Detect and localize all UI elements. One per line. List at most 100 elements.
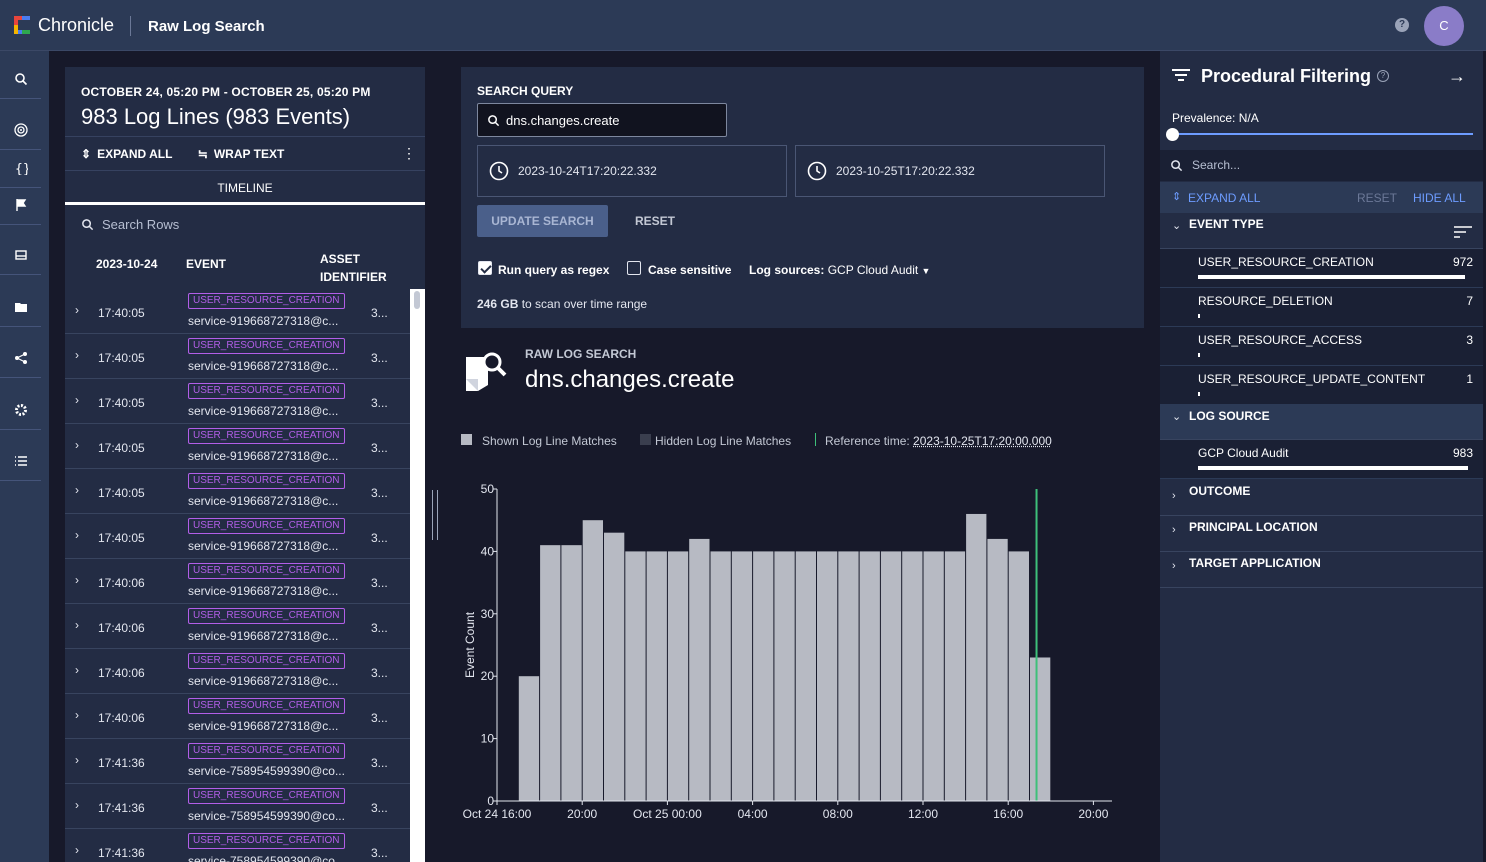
histogram-bar[interactable] bbox=[774, 551, 795, 801]
avatar[interactable]: C bbox=[1424, 6, 1464, 46]
regex-checkbox[interactable] bbox=[478, 261, 492, 275]
section-log-source[interactable]: ⌄ LOG SOURCE bbox=[1160, 404, 1483, 440]
chevron-right-icon[interactable]: › bbox=[75, 843, 79, 857]
section-principal-location[interactable]: › PRINCIPAL LOCATION bbox=[1160, 516, 1483, 552]
filter-item[interactable]: USER_RESOURCE_ACCESS 3 bbox=[1160, 327, 1483, 366]
histogram-bar[interactable] bbox=[561, 545, 582, 801]
prevalence-slider[interactable] bbox=[1172, 133, 1473, 135]
chevron-right-icon[interactable]: › bbox=[75, 573, 79, 587]
reference-time-value[interactable]: 2023-10-25T17:20:00.000 bbox=[913, 434, 1052, 448]
filter-item[interactable]: GCP Cloud Audit 983 bbox=[1160, 440, 1483, 479]
search-query-input[interactable]: dns.changes.create bbox=[477, 103, 727, 137]
collapse-arrow-icon[interactable]: → bbox=[1448, 66, 1466, 86]
event-type-badge[interactable]: USER_RESOURCE_CREATION bbox=[188, 563, 345, 579]
table-row[interactable]: › 17:41:36 USER_RESOURCE_CREATION service-7… bbox=[65, 739, 410, 784]
prevalence-slider-thumb[interactable] bbox=[1166, 128, 1179, 141]
nav-inbox-icon[interactable] bbox=[0, 235, 41, 275]
histogram-bar[interactable] bbox=[795, 551, 816, 801]
nav-braces-icon[interactable]: {} bbox=[0, 148, 41, 188]
table-row[interactable]: › 17:40:05 USER_RESOURCE_CREATION service-9… bbox=[65, 289, 410, 334]
chevron-right-icon[interactable]: › bbox=[75, 348, 79, 362]
histogram-bar[interactable] bbox=[625, 551, 646, 801]
shown-legend-swatch[interactable] bbox=[461, 434, 472, 445]
wrap-text-button[interactable]: ≒ WRAP TEXT bbox=[198, 147, 285, 161]
nav-radar-icon[interactable] bbox=[0, 110, 41, 150]
histogram-bar[interactable] bbox=[731, 551, 753, 801]
filter-search-input[interactable]: Search... bbox=[1160, 150, 1483, 181]
event-type-badge[interactable]: USER_RESOURCE_CREATION bbox=[188, 833, 345, 849]
table-row[interactable]: › 17:40:06 USER_RESOURCE_CREATION service-9… bbox=[65, 694, 410, 739]
start-time-field[interactable]: 2023-10-24T17:20:22.332 bbox=[477, 145, 787, 197]
more-options-icon[interactable]: ⋮ bbox=[402, 145, 416, 161]
sort-icon[interactable] bbox=[1454, 226, 1472, 238]
event-type-badge[interactable]: USER_RESOURCE_CREATION bbox=[188, 338, 345, 354]
table-row[interactable]: › 17:40:05 USER_RESOURCE_CREATION service-9… bbox=[65, 469, 410, 514]
expand-all-button[interactable]: ⇕ EXPAND ALL bbox=[81, 147, 172, 161]
histogram-bar[interactable] bbox=[902, 551, 923, 801]
nav-list-icon[interactable] bbox=[0, 441, 41, 481]
event-type-badge[interactable]: USER_RESOURCE_CREATION bbox=[188, 383, 345, 399]
event-type-badge[interactable]: USER_RESOURCE_CREATION bbox=[188, 698, 345, 714]
histogram-bar[interactable] bbox=[944, 551, 966, 801]
histogram-bar[interactable] bbox=[987, 538, 1008, 801]
table-row[interactable]: › 17:40:06 USER_RESOURCE_CREATION service-9… bbox=[65, 559, 410, 604]
histogram-bar[interactable] bbox=[582, 520, 603, 801]
section-event-type[interactable]: ⌄ EVENT TYPE bbox=[1160, 213, 1483, 249]
histogram-bar[interactable] bbox=[604, 532, 625, 801]
histogram-bar[interactable] bbox=[966, 513, 987, 801]
histogram-bar[interactable] bbox=[923, 551, 944, 801]
tab-timeline[interactable]: TIMELINE bbox=[217, 181, 273, 195]
filter-item[interactable]: USER_RESOURCE_UPDATE_CONTENT 1 bbox=[1160, 366, 1483, 405]
log-sources-dropdown[interactable]: Log sources: GCP Cloud Audit ▼ bbox=[749, 263, 930, 277]
histogram-bar[interactable] bbox=[880, 551, 902, 801]
scrollbar-thumb[interactable] bbox=[414, 291, 420, 309]
histogram-bar[interactable] bbox=[859, 551, 880, 801]
column-header-event[interactable]: EVENT bbox=[186, 257, 227, 271]
section-target-application[interactable]: › TARGET APPLICATION bbox=[1160, 552, 1483, 588]
filter-expand-all-button[interactable]: EXPAND ALL bbox=[1188, 191, 1261, 205]
brand-name[interactable]: Chronicle bbox=[38, 15, 115, 35]
hidden-legend-swatch[interactable] bbox=[640, 434, 651, 445]
info-icon[interactable]: ? bbox=[1377, 70, 1389, 82]
chevron-right-icon[interactable]: › bbox=[75, 618, 79, 632]
chevron-right-icon[interactable]: › bbox=[75, 753, 79, 767]
chevron-right-icon[interactable]: › bbox=[75, 663, 79, 677]
filter-item[interactable]: RESOURCE_DELETION 7 bbox=[1160, 288, 1483, 327]
event-type-badge[interactable]: USER_RESOURCE_CREATION bbox=[188, 473, 345, 489]
histogram-bar[interactable] bbox=[817, 551, 838, 801]
table-row[interactable]: › 17:40:05 USER_RESOURCE_CREATION service-9… bbox=[65, 379, 410, 424]
event-type-badge[interactable]: USER_RESOURCE_CREATION bbox=[188, 788, 345, 804]
chevron-right-icon[interactable]: › bbox=[75, 708, 79, 722]
table-row[interactable]: › 17:40:05 USER_RESOURCE_CREATION service-9… bbox=[65, 334, 410, 379]
case-sensitive-checkbox[interactable] bbox=[627, 261, 641, 275]
chevron-right-icon[interactable]: › bbox=[75, 798, 79, 812]
nav-search-icon[interactable] bbox=[0, 59, 41, 99]
hide-all-button[interactable]: HIDE ALL bbox=[1413, 191, 1466, 205]
end-time-field[interactable]: 2023-10-25T17:20:22.332 bbox=[795, 145, 1105, 197]
histogram-bar[interactable] bbox=[710, 551, 731, 801]
histogram-bar[interactable] bbox=[838, 551, 859, 801]
table-row[interactable]: › 17:41:36 USER_RESOURCE_CREATION service-7… bbox=[65, 829, 410, 862]
nav-gear-icon[interactable] bbox=[0, 390, 41, 430]
event-type-badge[interactable]: USER_RESOURCE_CREATION bbox=[188, 743, 345, 759]
section-outcome[interactable]: › OUTCOME bbox=[1160, 479, 1483, 516]
table-row[interactable]: › 17:40:05 USER_RESOURCE_CREATION service-9… bbox=[65, 424, 410, 469]
event-type-badge[interactable]: USER_RESOURCE_CREATION bbox=[188, 428, 345, 444]
histogram-bar[interactable] bbox=[518, 676, 540, 801]
histogram-bar[interactable] bbox=[1030, 657, 1051, 801]
help-icon[interactable]: ? bbox=[1395, 18, 1409, 32]
search-rows-input[interactable]: Search Rows bbox=[81, 217, 179, 232]
table-row[interactable]: › 17:40:05 USER_RESOURCE_CREATION service-9… bbox=[65, 514, 410, 559]
histogram-bar[interactable] bbox=[646, 551, 667, 801]
event-type-badge[interactable]: USER_RESOURCE_CREATION bbox=[188, 608, 345, 624]
filter-item[interactable]: USER_RESOURCE_CREATION 972 bbox=[1160, 249, 1483, 288]
event-type-badge[interactable]: USER_RESOURCE_CREATION bbox=[188, 293, 345, 309]
histogram-bar[interactable] bbox=[689, 538, 710, 801]
histogram-bar[interactable] bbox=[667, 551, 689, 801]
chevron-right-icon[interactable]: › bbox=[75, 438, 79, 452]
chevron-right-icon[interactable]: › bbox=[75, 483, 79, 497]
table-row[interactable]: › 17:40:06 USER_RESOURCE_CREATION service-9… bbox=[65, 649, 410, 694]
table-row[interactable]: › 17:40:06 USER_RESOURCE_CREATION service-9… bbox=[65, 604, 410, 649]
nav-flag-icon[interactable] bbox=[0, 185, 41, 225]
event-type-badge[interactable]: USER_RESOURCE_CREATION bbox=[188, 653, 345, 669]
